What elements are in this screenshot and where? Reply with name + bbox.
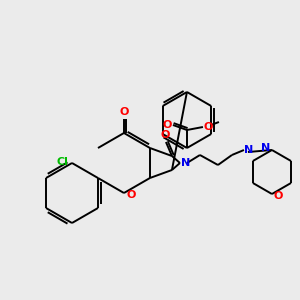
Text: Cl: Cl (56, 157, 68, 167)
Text: N: N (261, 143, 271, 153)
Text: O: O (162, 120, 172, 130)
Text: N: N (244, 145, 254, 155)
Text: O: O (273, 191, 283, 201)
Text: O: O (203, 122, 213, 132)
Text: O: O (126, 190, 136, 200)
Text: O: O (160, 130, 170, 140)
Text: N: N (181, 158, 190, 168)
Text: O: O (119, 107, 129, 117)
